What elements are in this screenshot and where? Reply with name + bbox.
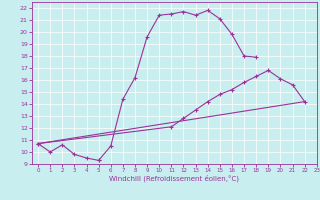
X-axis label: Windchill (Refroidissement éolien,°C): Windchill (Refroidissement éolien,°C) <box>109 175 239 182</box>
